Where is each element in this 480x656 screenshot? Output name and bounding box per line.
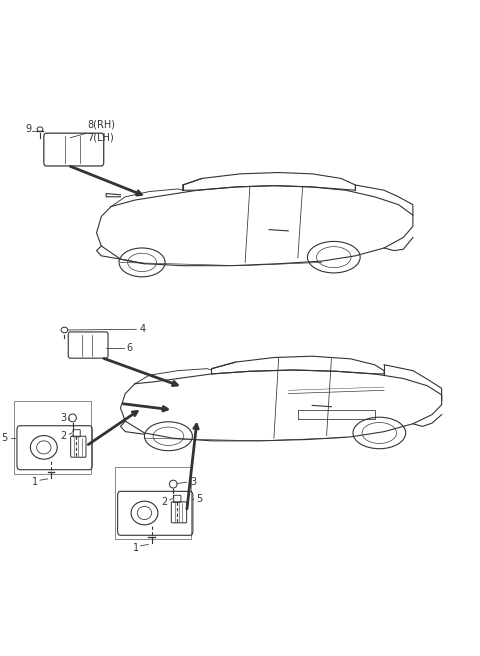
Text: 5: 5 <box>196 493 203 504</box>
Text: 1: 1 <box>32 477 38 487</box>
Text: 3: 3 <box>60 413 67 423</box>
Text: 2: 2 <box>161 497 168 507</box>
Text: 4: 4 <box>140 324 146 335</box>
Text: 8(RH)
7(LH): 8(RH) 7(LH) <box>87 120 115 142</box>
Text: 3: 3 <box>190 477 196 487</box>
Text: 5: 5 <box>1 432 8 443</box>
Text: 2: 2 <box>60 431 67 441</box>
Text: 9: 9 <box>25 124 32 134</box>
Bar <box>14 401 91 474</box>
Text: 6: 6 <box>127 342 133 353</box>
Text: 1: 1 <box>133 543 139 553</box>
Bar <box>115 467 192 539</box>
